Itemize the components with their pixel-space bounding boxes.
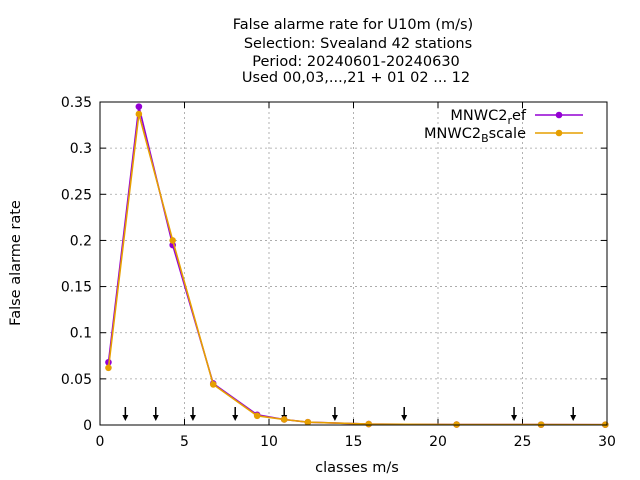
- x-tick-label: 10: [260, 434, 278, 450]
- series-line: [107, 106, 606, 426]
- series-lines: [105, 103, 609, 429]
- legend-label: MNWC2ref: [450, 108, 526, 127]
- title-line-2: Selection: Svealand 42 stations: [244, 36, 472, 52]
- x-tick-label: 20: [429, 434, 447, 450]
- series-1: [105, 103, 609, 429]
- arrow-markers: [122, 407, 577, 421]
- legend-swatch-point: [555, 129, 563, 137]
- data-point: [304, 418, 312, 426]
- down-arrow-icon: [511, 407, 518, 421]
- data-point: [135, 110, 143, 118]
- chart-title: False alarme rate for U10m (m/s) Selecti…: [233, 17, 473, 86]
- y-tick-label: 0.2: [70, 233, 92, 249]
- data-point: [209, 381, 217, 388]
- legend-label: MNWC2Bscale: [424, 126, 526, 145]
- title-line-4: Used 00,03,...,21 + 01 02 ... 12: [242, 70, 470, 86]
- y-tick-label: 0.15: [61, 280, 92, 296]
- grid: [100, 102, 607, 425]
- data-point: [280, 416, 288, 423]
- data-point: [105, 364, 112, 372]
- arrow-head: [152, 415, 159, 421]
- down-arrow-icon: [401, 407, 408, 421]
- data-point: [253, 412, 261, 420]
- down-arrow-icon: [570, 407, 577, 421]
- arrow-head: [511, 415, 518, 421]
- x-axis-label: classes m/s: [315, 460, 399, 476]
- arrow-head: [122, 415, 129, 421]
- legend-swatch-point: [555, 111, 563, 119]
- x-tick-label: 0: [96, 434, 105, 450]
- y-tick-label: 0.1: [70, 326, 92, 342]
- data-point: [135, 103, 143, 110]
- arrow-head: [189, 415, 196, 421]
- data-point: [169, 237, 176, 244]
- y-tick-label: 0.35: [61, 95, 92, 111]
- plot-frame: [99, 101, 608, 426]
- x-tick-label: 15: [345, 434, 363, 450]
- series-2: [105, 110, 609, 429]
- legend-item-1: MNWC2ref: [450, 108, 583, 127]
- down-arrow-icon: [189, 407, 196, 421]
- down-arrow-icon: [331, 407, 338, 421]
- x-axis-ticks: 0 5 10 15 20 25 30: [96, 102, 616, 450]
- y-tick-label: 0: [83, 418, 92, 434]
- title-line-1: False alarme rate for U10m (m/s): [233, 17, 473, 33]
- x-tick-label: 30: [598, 434, 616, 450]
- data-point: [365, 420, 373, 428]
- y-tick-label: 0.05: [61, 372, 92, 388]
- x-tick-label: 5: [180, 434, 189, 450]
- x-tick-label: 25: [514, 434, 532, 450]
- y-tick-label: 0.25: [61, 187, 92, 203]
- arrow-head: [331, 415, 338, 421]
- arrow-head: [401, 415, 408, 421]
- series-line: [107, 113, 606, 426]
- arrow-head: [232, 415, 239, 421]
- down-arrow-icon: [122, 407, 129, 421]
- down-arrow-icon: [232, 407, 239, 421]
- legend-item-2: MNWC2Bscale: [424, 126, 583, 145]
- arrow-head: [570, 415, 577, 421]
- y-axis-ticks: 0 0.05 0.1 0.15 0.2 0.25 0.3 0.35: [61, 95, 607, 434]
- down-arrow-icon: [152, 407, 159, 421]
- title-line-3: Period: 20240601-20240630: [252, 54, 460, 70]
- y-axis-label: False alarme rate: [8, 200, 24, 326]
- y-tick-label: 0.3: [70, 141, 92, 157]
